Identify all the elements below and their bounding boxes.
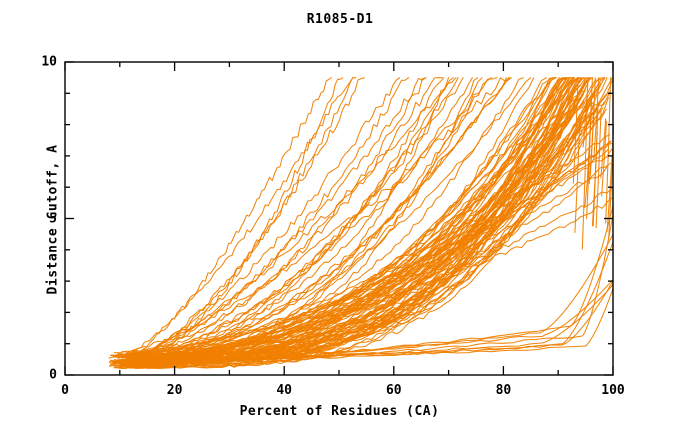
x-tick-label: 20 (166, 383, 183, 398)
x-tick-label: 80 (495, 383, 512, 398)
axis-frame (64, 61, 614, 376)
y-tick-label: 5 (49, 211, 57, 226)
x-tick-label: 40 (276, 383, 293, 398)
y-tick-label: 0 (49, 367, 57, 383)
x-tick-label: 60 (385, 383, 402, 398)
x-tick-label: 0 (61, 383, 69, 398)
x-axis-title: Percent of Residues (CA) (239, 404, 440, 419)
data-curves (108, 77, 615, 370)
x-tick-label: 100 (601, 383, 625, 398)
chart-title: R1085-D1 (306, 12, 374, 27)
y-tick-label: 10 (41, 54, 57, 70)
